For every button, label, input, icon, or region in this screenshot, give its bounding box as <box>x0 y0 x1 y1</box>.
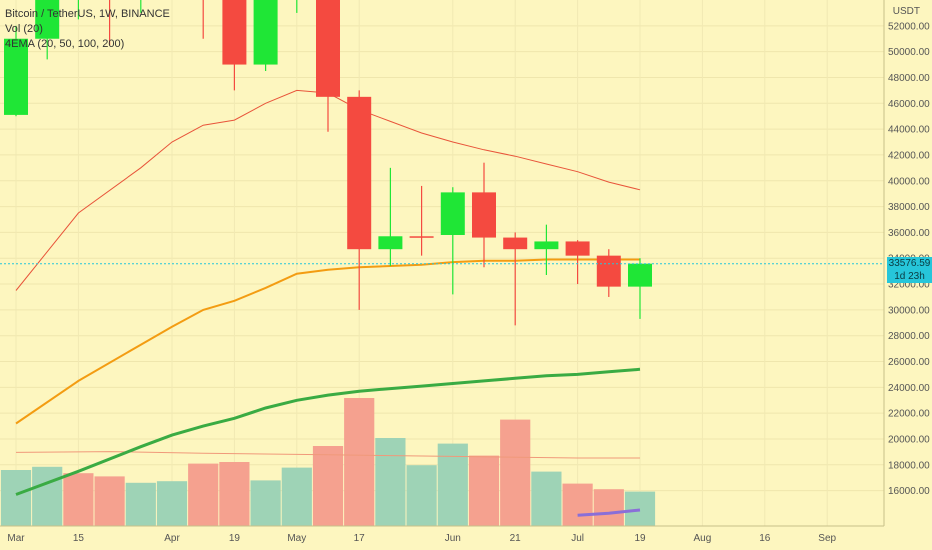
candle-body[interactable] <box>222 0 247 65</box>
y-tick-label: 40000.00 <box>888 176 930 187</box>
chart-legend: Bitcoin / TetherUS, 1W, BINANCE Vol (20)… <box>5 7 170 52</box>
x-tick-label: Sep <box>818 533 836 544</box>
y-tick-label: 44000.00 <box>888 125 930 136</box>
candle-body[interactable] <box>253 0 278 65</box>
volume-bar <box>312 446 344 526</box>
y-tick-label: 46000.00 <box>888 99 930 110</box>
volume-bar <box>562 483 593 526</box>
legend-symbol[interactable]: Bitcoin / TetherUS, 1W, BINANCE <box>5 8 170 20</box>
y-tick-label: 36000.00 <box>888 228 930 239</box>
x-tick-label: May <box>287 533 306 544</box>
volume-bar <box>188 463 219 526</box>
candle-body[interactable] <box>503 237 528 250</box>
candle-body[interactable] <box>378 236 403 250</box>
candle-body[interactable] <box>347 96 372 250</box>
volume-bar <box>281 467 312 526</box>
volume-bar <box>344 398 375 526</box>
ema100-line <box>15 367 641 496</box>
candle-body[interactable] <box>534 241 559 250</box>
y-tick-label: 28000.00 <box>888 331 930 342</box>
y-tick-label: 48000.00 <box>888 73 930 84</box>
y-tick-label: 16000.00 <box>888 486 930 497</box>
legend-volume[interactable]: Vol (20) <box>5 23 43 35</box>
volume-bar <box>593 489 624 526</box>
volume-bar <box>250 480 281 526</box>
candle-body[interactable] <box>440 192 465 235</box>
volume-bars <box>0 398 656 526</box>
x-tick-label: 16 <box>759 533 771 544</box>
y-tick-label: 20000.00 <box>888 434 930 445</box>
price-axis-unit: USDT <box>892 6 920 17</box>
y-tick-label: 38000.00 <box>888 202 930 213</box>
volume-bar <box>468 455 500 526</box>
x-tick-label: 21 <box>510 533 522 544</box>
x-tick-label: Mar <box>7 533 25 544</box>
x-tick-label: 17 <box>354 533 366 544</box>
candle-body[interactable] <box>409 236 434 238</box>
y-tick-label: 26000.00 <box>888 357 930 368</box>
legend-ema[interactable]: 4EMA (20, 50, 100, 200) <box>5 38 125 50</box>
candle-body[interactable] <box>472 192 496 238</box>
y-tick-label: 18000.00 <box>888 460 930 471</box>
volume-bar <box>500 419 531 526</box>
y-tick-label: 22000.00 <box>888 409 930 420</box>
x-tick-label: 19 <box>634 533 646 544</box>
candle-body[interactable] <box>596 255 621 287</box>
volume-bar <box>0 470 32 526</box>
current-price-label: 33576.59 <box>888 257 931 269</box>
volume-bar <box>437 443 468 526</box>
volume-bar <box>32 466 63 526</box>
x-tick-label: 19 <box>229 533 241 544</box>
y-tick-label: 52000.00 <box>888 21 930 32</box>
y-tick-label: 50000.00 <box>888 47 930 58</box>
x-tick-label: 15 <box>73 533 85 544</box>
candle-body[interactable] <box>565 241 590 256</box>
volume-bar <box>63 473 94 526</box>
y-tick-label: 24000.00 <box>888 383 930 394</box>
volume-bar <box>531 471 562 526</box>
candle-body[interactable] <box>4 38 28 115</box>
volume-bar <box>125 482 156 526</box>
ema200-line <box>577 508 641 517</box>
volume-ma-line <box>15 451 640 459</box>
current-price-badge: 33576.59 1d 23h <box>887 256 932 283</box>
volume-bar <box>624 491 656 526</box>
price-candles <box>4 0 652 326</box>
candle-body[interactable] <box>628 263 652 287</box>
volume-bar <box>156 481 188 526</box>
time-axis[interactable]: Mar 15 Apr 19 May 17 Jun 21 Jul 19 Aug 16 Sep <box>0 525 884 544</box>
y-tick-label: 32000.00 <box>888 280 930 291</box>
bar-countdown: 1d 23h <box>894 270 925 282</box>
volume-bar <box>94 476 125 526</box>
y-tick-label: 30000.00 <box>888 305 930 316</box>
x-tick-label: Apr <box>164 533 180 544</box>
x-tick-label: Jun <box>445 533 461 544</box>
candle-body[interactable] <box>35 0 60 39</box>
volume-bar <box>219 462 250 526</box>
x-tick-label: Aug <box>694 533 712 544</box>
x-tick-label: Jul <box>571 533 584 544</box>
volume-bar <box>375 438 406 526</box>
volume-bar <box>406 465 437 526</box>
candle-body[interactable] <box>316 0 340 97</box>
y-tick-label: 42000.00 <box>888 150 930 161</box>
